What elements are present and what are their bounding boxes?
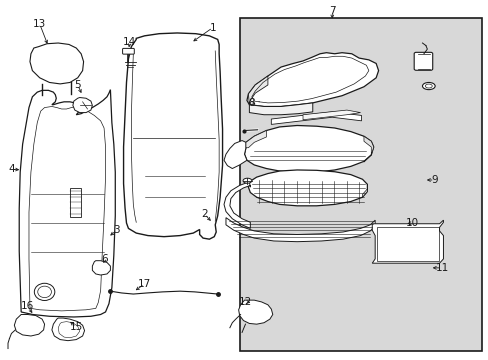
Polygon shape (249, 103, 312, 115)
Polygon shape (303, 110, 360, 120)
Polygon shape (246, 53, 378, 107)
Polygon shape (371, 220, 443, 263)
Text: 15: 15 (69, 322, 83, 332)
Polygon shape (30, 43, 83, 84)
Text: 14: 14 (123, 37, 136, 47)
Text: 4: 4 (8, 164, 15, 174)
Text: 17: 17 (138, 279, 151, 289)
Text: 3: 3 (113, 225, 120, 235)
Ellipse shape (243, 178, 251, 183)
Polygon shape (224, 182, 250, 228)
FancyBboxPatch shape (413, 52, 432, 70)
Polygon shape (73, 98, 92, 113)
FancyBboxPatch shape (239, 18, 482, 351)
Text: 6: 6 (101, 254, 108, 264)
Ellipse shape (34, 283, 55, 301)
Text: 9: 9 (430, 175, 437, 185)
Polygon shape (52, 318, 84, 341)
Text: 7: 7 (328, 6, 335, 17)
Polygon shape (271, 112, 361, 125)
Text: 5: 5 (74, 80, 81, 90)
Polygon shape (245, 131, 266, 148)
Text: 11: 11 (434, 263, 447, 273)
Polygon shape (14, 315, 44, 336)
Text: 12: 12 (238, 297, 252, 307)
Polygon shape (19, 90, 115, 317)
Text: 1: 1 (209, 23, 216, 33)
Polygon shape (362, 184, 366, 197)
Polygon shape (225, 218, 374, 242)
Polygon shape (224, 140, 246, 168)
Text: 8: 8 (248, 98, 255, 108)
Text: 16: 16 (21, 301, 34, 311)
Text: 10: 10 (406, 218, 418, 228)
Polygon shape (248, 76, 267, 105)
FancyBboxPatch shape (122, 48, 134, 54)
Polygon shape (363, 136, 373, 162)
Ellipse shape (422, 82, 434, 90)
Polygon shape (248, 170, 366, 206)
Polygon shape (244, 126, 373, 172)
Text: 2: 2 (201, 209, 207, 219)
Polygon shape (238, 300, 272, 324)
Text: 13: 13 (33, 19, 46, 29)
Polygon shape (123, 33, 222, 239)
Polygon shape (92, 261, 110, 275)
